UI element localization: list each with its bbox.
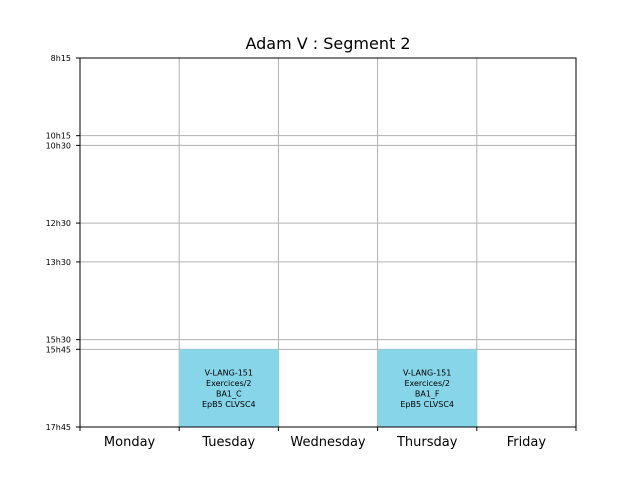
y-tick-label: 10h15 bbox=[46, 132, 71, 141]
event-label: V-LANG-151 bbox=[403, 368, 451, 377]
event-block bbox=[377, 349, 477, 427]
y-tick-label: 15h30 bbox=[46, 336, 71, 345]
x-tick-label: Thursday bbox=[396, 435, 458, 450]
event-label: EpB5 CLVSC4 bbox=[202, 400, 256, 409]
plot-frame bbox=[79, 57, 577, 428]
event-label: Exercices/2 bbox=[206, 379, 251, 388]
chart-title: Adam V : Segment 2 bbox=[245, 34, 410, 53]
x-tick-label: Friday bbox=[507, 435, 547, 450]
y-tick-label: 10h30 bbox=[46, 141, 71, 150]
x-axis-ticks: Monday Tuesday Wednesday Thursday Friday bbox=[79, 427, 577, 450]
x-tick-label: Wednesday bbox=[290, 435, 366, 450]
x-tick-label: Monday bbox=[104, 435, 156, 450]
event-label: BA1_F bbox=[415, 389, 440, 398]
y-tick-label: 8h15 bbox=[51, 54, 71, 63]
event-label: Exercices/2 bbox=[404, 379, 449, 388]
x-tick-label: Tuesday bbox=[201, 435, 255, 450]
y-tick-label: 13h30 bbox=[46, 258, 71, 267]
event-label: V-LANG-151 bbox=[205, 368, 253, 377]
event-block bbox=[179, 349, 279, 427]
event-label: BA1_C bbox=[216, 389, 242, 398]
y-tick-label: 12h30 bbox=[46, 219, 71, 228]
y-tick-label: 17h45 bbox=[46, 423, 71, 432]
event-label: EpB5 CLVSC4 bbox=[400, 400, 454, 409]
y-tick-label: 15h45 bbox=[46, 345, 71, 354]
grid bbox=[80, 57, 576, 428]
